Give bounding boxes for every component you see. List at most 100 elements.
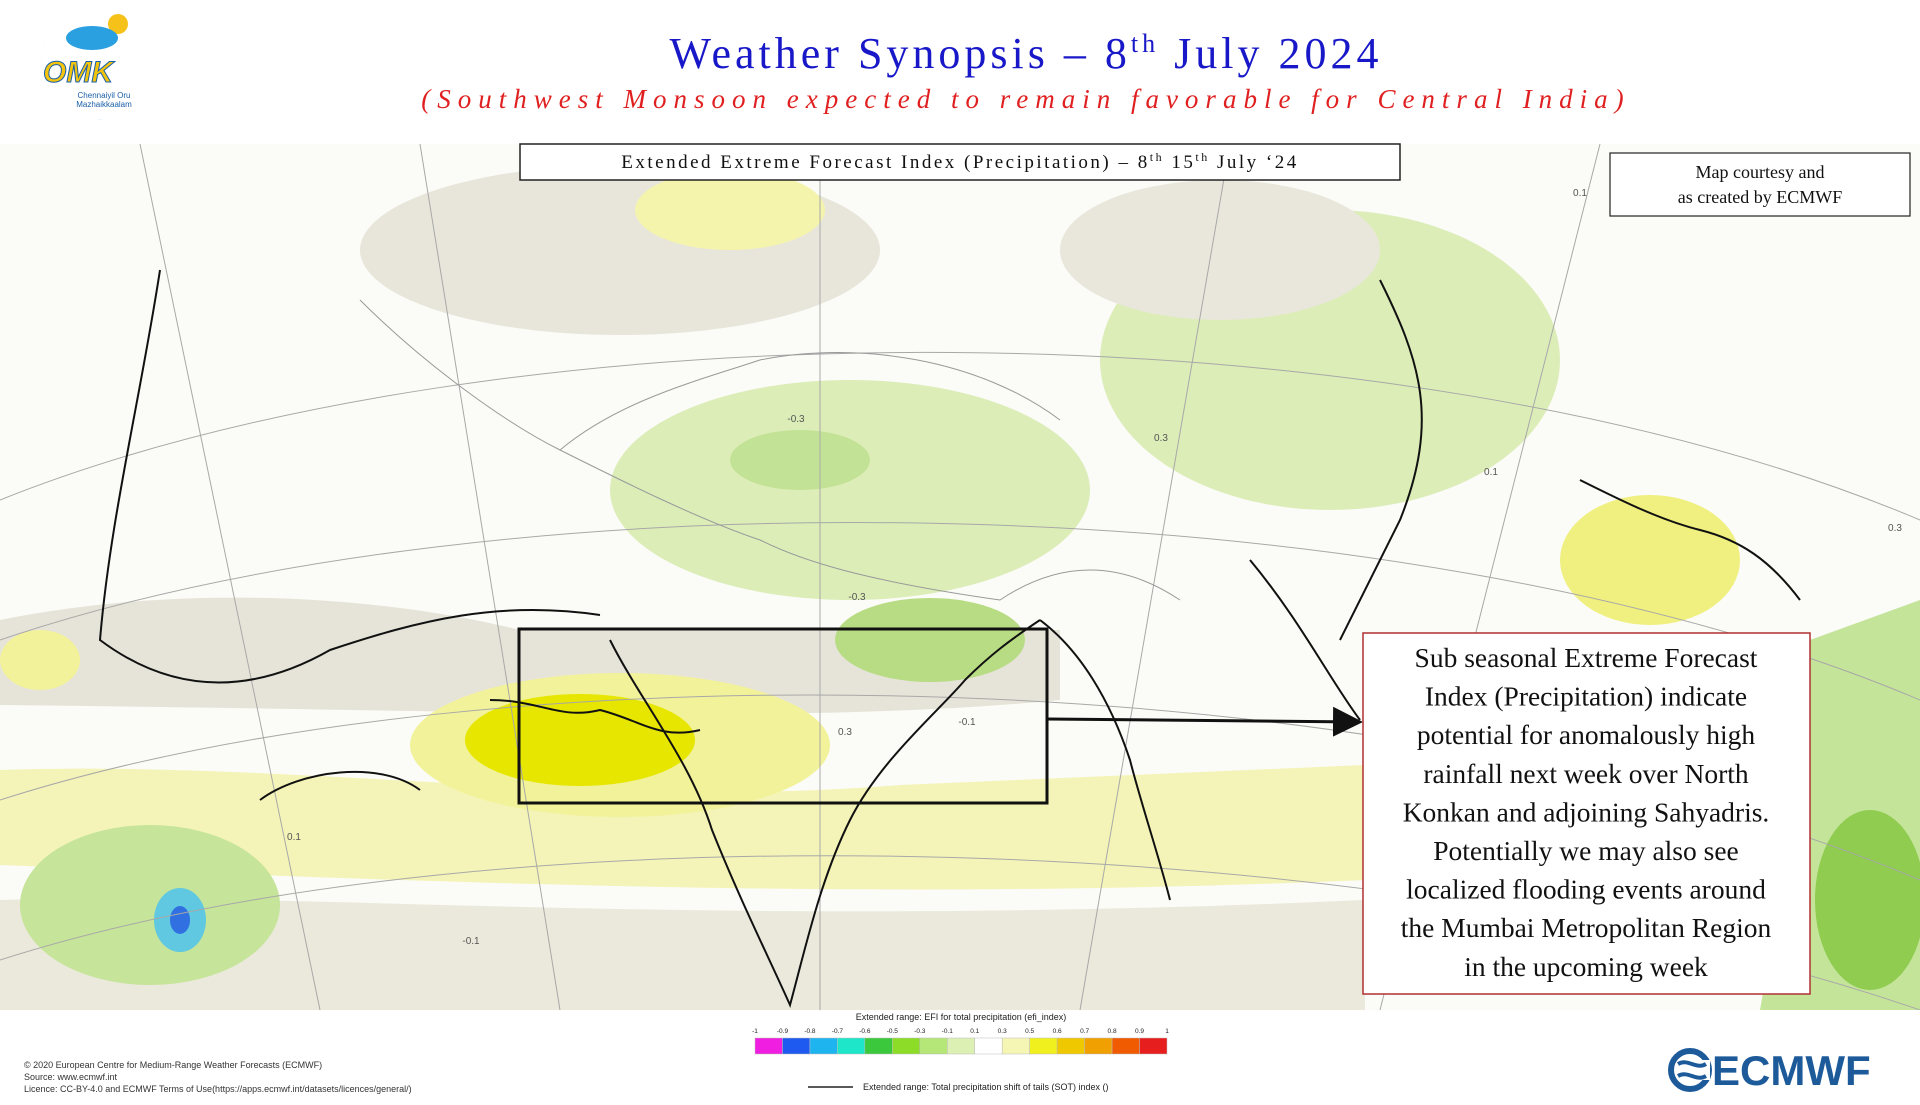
legend-swatch — [1111, 1037, 1140, 1055]
field — [0, 765, 1365, 890]
contour-label: -0.1 — [462, 936, 480, 947]
legend-swatch — [837, 1037, 866, 1055]
legend-tick-label: -0.8 — [804, 1028, 816, 1035]
legend-tick-label: -0.1 — [942, 1028, 954, 1035]
contour-label: 0.3 — [838, 727, 852, 738]
legend-swatch — [947, 1037, 975, 1055]
legend-tick-label: 0.5 — [1025, 1028, 1034, 1035]
callout-line: Index (Precipitation) indicate — [1425, 681, 1747, 712]
panel-title-sup: th — [1150, 150, 1164, 164]
legend-swatch — [892, 1037, 921, 1055]
legend-swatch — [754, 1037, 783, 1055]
legend-tick-label: 0.7 — [1080, 1028, 1089, 1035]
callout-line: Potentially we may also see — [1433, 835, 1738, 866]
field — [635, 170, 825, 250]
callout-line: Sub seasonal Extreme Forecast — [1415, 642, 1758, 673]
field — [0, 898, 1365, 1010]
legend-swatch — [1029, 1037, 1058, 1055]
panel-title-part: 15 — [1164, 152, 1195, 173]
coastline — [98, 269, 1801, 1008]
legend-tick-label: 0.1 — [970, 1028, 979, 1035]
legend-line-label: Extended range: Total precipitation shif… — [863, 1082, 1108, 1092]
contour-label: -0.3 — [848, 592, 866, 603]
callout-line: Konkan and adjoining Sahyadris. — [1403, 796, 1770, 827]
contour-label: -0.3 — [787, 414, 805, 425]
legend-tick-label: -0.6 — [859, 1028, 871, 1035]
logo-caption: Mazhaikkaalam — [76, 100, 132, 109]
legend-tick-label: -0.3 — [914, 1028, 926, 1035]
logo-cloud — [66, 26, 118, 50]
logo: OMK Chennaiyil Oru Mazhaikkaalam — [41, 10, 132, 120]
legend-swatch — [1139, 1037, 1168, 1055]
field — [465, 694, 695, 786]
field — [0, 597, 1060, 715]
callout-line: potential for anomalously high — [1417, 719, 1756, 750]
legend: -1 -0.9 -0.8 -0.7 -0.6 -0.5 -0.3 -0.1 0.1 0.3 0.5 0… — [752, 1028, 1169, 1055]
callout-line: localized flooding events around — [1406, 874, 1766, 905]
panel-title: Extended Extreme Forecast Index (Precipi… — [621, 150, 1298, 173]
field — [835, 598, 1025, 682]
title-part: Weather Synopsis – 8 — [669, 29, 1130, 78]
callout-text: Sub seasonal Extreme Forecast Index (Prec… — [1401, 642, 1772, 982]
subtitle: (Southwest Monsoon expected to remain fa… — [421, 84, 1630, 114]
legend-swatch — [1084, 1037, 1113, 1055]
field — [1560, 495, 1740, 625]
legend-swatch — [1001, 1037, 1030, 1055]
contour-label: 0.1 — [1484, 467, 1498, 478]
map — [0, 143, 1920, 1011]
courtesy-box — [1609, 152, 1911, 217]
callout-arrow — [1046, 706, 1363, 737]
panel-title-box — [519, 143, 1401, 181]
field — [610, 380, 1090, 600]
brand-logo: ECMWF — [1668, 1047, 1871, 1094]
logo-caption: Chennaiyil Oru — [78, 91, 131, 100]
credit-line: © 2020 European Centre for Medium-Range … — [24, 1060, 322, 1070]
field — [1060, 180, 1380, 320]
legend-swatch — [864, 1037, 893, 1055]
logo-sun — [108, 14, 128, 34]
legend-title: Extended range: EFI for total precipitat… — [856, 1012, 1067, 1022]
title: Weather Synopsis – 8th July 2024 — [669, 29, 1382, 78]
credits: © 2020 European Centre for Medium-Range … — [24, 1060, 412, 1094]
courtesy-text: Map courtesy and — [1696, 162, 1825, 182]
legend-swatch — [974, 1037, 1003, 1055]
title-part: July 2024 — [1159, 29, 1382, 78]
field — [20, 825, 280, 985]
panel-title-part: July ‘24 — [1210, 152, 1299, 173]
callout-line: in the upcoming week — [1464, 951, 1708, 982]
header-bg — [0, 0, 1920, 144]
legend-tick-label: 0.3 — [998, 1028, 1007, 1035]
focus-box — [517, 627, 1049, 805]
brand-text: ECMWF — [1712, 1047, 1871, 1094]
field — [1815, 810, 1920, 990]
legend-swatch — [919, 1037, 948, 1055]
title-sup: th — [1131, 29, 1159, 58]
footer-bg — [0, 1010, 1920, 1105]
contour-label: 0.3 — [1888, 523, 1902, 534]
field — [170, 906, 190, 934]
contour-label: 0.1 — [1573, 188, 1587, 199]
field — [730, 430, 870, 490]
callout-line: rainfall next week over North — [1423, 758, 1749, 789]
logo-text: OMK — [43, 56, 115, 89]
panel-title-part: Extended Extreme Forecast Index (Precipi… — [621, 152, 1149, 173]
credit-line: Licence: CC-BY-4.0 and ECMWF Terms of Us… — [24, 1084, 412, 1094]
field — [0, 630, 80, 690]
legend-tick-label: 1 — [1165, 1028, 1169, 1035]
callout-line: the Mumbai Metropolitan Region — [1401, 912, 1772, 943]
legend-tick-label: -0.7 — [832, 1028, 844, 1035]
legend-tick-label: 0.6 — [1053, 1028, 1062, 1035]
legend-tick-label: -0.5 — [887, 1028, 899, 1035]
legend-tick-label: -1 — [752, 1028, 758, 1035]
contour-label: -0.1 — [958, 717, 976, 728]
brand-mark — [1676, 1060, 1708, 1080]
contour-label: 0.3 — [1154, 433, 1168, 444]
borders — [359, 299, 1181, 601]
contour-label: 0.1 — [287, 832, 301, 843]
legend-tick-label: 0.8 — [1108, 1028, 1117, 1035]
credit-line: Source: www.ecmwf.int — [24, 1072, 118, 1082]
legend-swatch — [1056, 1037, 1085, 1055]
panel-title-sup: th — [1195, 150, 1209, 164]
